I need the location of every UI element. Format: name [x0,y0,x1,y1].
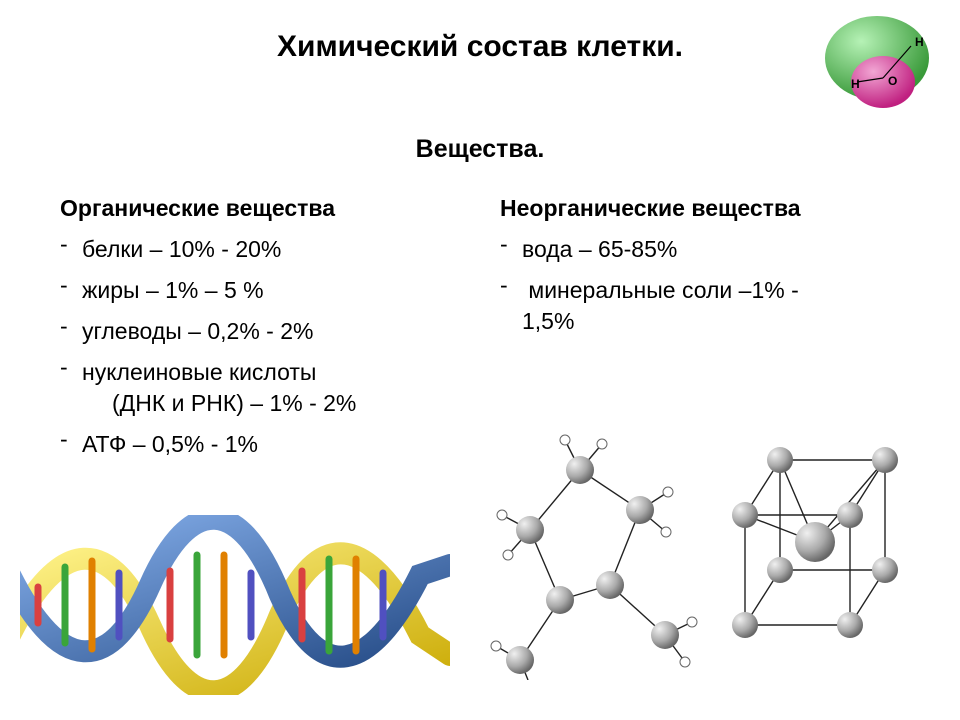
subtitle: Вещества. [0,135,960,164]
list-item: - белки – 10% - 20% [60,234,480,265]
list-item: - минеральные соли –1% - 1,5% [500,275,920,337]
item-text: углеводы – 0,2% - 2% [82,316,480,347]
inorganic-heading: Неорганические вещества [500,195,920,222]
water-o-label: O [888,74,897,88]
bullet-dash: - [60,424,82,455]
water-h1-label: H [851,77,860,91]
item-text: жиры – 1% – 5 % [82,275,480,306]
bullet-dash: - [500,229,522,260]
dna-helix-icon [20,515,450,695]
inorganic-column: Неорганические вещества - вода – 65-85% … [500,195,920,347]
list-item: - нуклеиновые кислоты (ДНК и РНК) – 1% -… [60,357,480,419]
list-item: - АТФ – 0,5% - 1% [60,429,480,460]
bullet-dash: - [500,270,522,301]
list-item: - жиры – 1% – 5 % [60,275,480,306]
organic-column: Органические вещества - белки – 10% - 20… [60,195,480,470]
item-line1: минеральные соли –1% - [522,277,799,303]
water-molecule-icon: H O H [815,10,945,120]
item-text: нуклеиновые кислоты (ДНК и РНК) – 1% - 2… [82,357,480,419]
item-line2: 1,5% [522,308,574,334]
item-text: вода – 65-85% [522,234,920,265]
water-h2-label: H [915,35,924,49]
bullet-dash: - [60,352,82,383]
bullet-dash: - [60,270,82,301]
crystal-lattice-icon [490,410,930,680]
item-text: АТФ – 0,5% - 1% [82,429,480,460]
item-text: белки – 10% - 20% [82,234,480,265]
bullet-dash: - [60,229,82,260]
bullet-dash: - [60,311,82,342]
organic-heading: Органические вещества [60,195,480,222]
item-text: минеральные соли –1% - 1,5% [522,275,920,337]
list-item: - вода – 65-85% [500,234,920,265]
item-line1: нуклеиновые кислоты [82,359,316,385]
item-line2: (ДНК и РНК) – 1% - 2% [82,388,480,419]
list-item: - углеводы – 0,2% - 2% [60,316,480,347]
